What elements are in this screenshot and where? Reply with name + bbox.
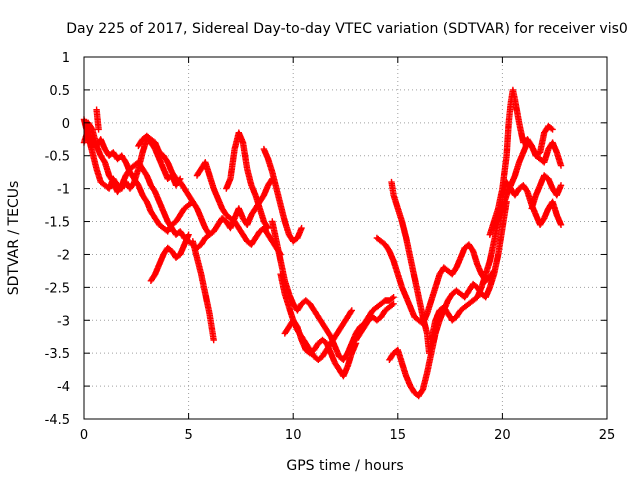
- plot-frame: [83, 56, 608, 420]
- series-5: [135, 132, 196, 205]
- data-points: [80, 86, 565, 400]
- series-7: [189, 238, 217, 344]
- series-markers: [490, 122, 556, 232]
- x-tick-label: 15: [390, 428, 407, 443]
- y-tick-label: -2.5: [45, 281, 70, 296]
- series-19: [490, 122, 556, 232]
- y-tick-labels: 1 0.5 0 -0.5 -1 -1.5 -2 -2.5 -3 -3.5 -4 -4.5: [45, 51, 70, 428]
- y-tick-label: 0: [62, 117, 70, 132]
- y-tick-label: -4: [57, 380, 70, 395]
- series-markers: [281, 317, 360, 380]
- y-tick-label: -1.5: [45, 216, 70, 231]
- y-tick-label: 1: [62, 51, 70, 66]
- y-tick-label: -3: [57, 314, 70, 329]
- x-tick-labels: 0 5 10 15 20 25: [80, 428, 615, 443]
- series-14: [352, 300, 397, 344]
- y-tick-label: -4.5: [45, 413, 70, 428]
- x-tick-label: 5: [184, 428, 192, 443]
- series-markers: [528, 172, 565, 212]
- series-markers: [386, 198, 510, 400]
- y-tick-label: -2: [57, 248, 70, 263]
- series-markers: [260, 145, 305, 245]
- series-15: [373, 234, 498, 327]
- series-markers: [223, 129, 272, 232]
- series-9: [223, 129, 272, 232]
- chart-title: Day 225 of 2017, Sidereal Day-to-day VTE…: [66, 21, 628, 37]
- series-6: [147, 231, 192, 284]
- series-21: [528, 172, 565, 212]
- y-axis-label: SDTVAR / TECUs: [6, 181, 22, 296]
- series-markers: [189, 238, 217, 344]
- y-tick-label: -0.5: [45, 150, 70, 165]
- series-markers: [147, 231, 192, 284]
- y-tick-label: 0.5: [49, 84, 70, 99]
- axis-ticks: [83, 56, 608, 420]
- series-markers: [373, 234, 498, 327]
- x-tick-label: 20: [494, 428, 511, 443]
- y-tick-label: -1: [57, 183, 70, 198]
- x-tick-label: 0: [80, 428, 88, 443]
- y-tick-label: -3.5: [45, 347, 70, 362]
- series-markers: [193, 159, 284, 258]
- series-markers: [388, 178, 506, 357]
- x-tick-label: 10: [285, 428, 302, 443]
- series-markers: [352, 300, 397, 344]
- series-8: [193, 159, 284, 258]
- series-13: [281, 317, 360, 380]
- series-4: [93, 106, 102, 133]
- series-16: [388, 178, 506, 357]
- series-markers: [93, 106, 102, 133]
- series-markers: [135, 132, 196, 205]
- series-10: [260, 145, 305, 245]
- x-axis-label: GPS time / hours: [286, 458, 403, 474]
- series-17: [386, 198, 510, 400]
- x-tick-label: 25: [599, 428, 616, 443]
